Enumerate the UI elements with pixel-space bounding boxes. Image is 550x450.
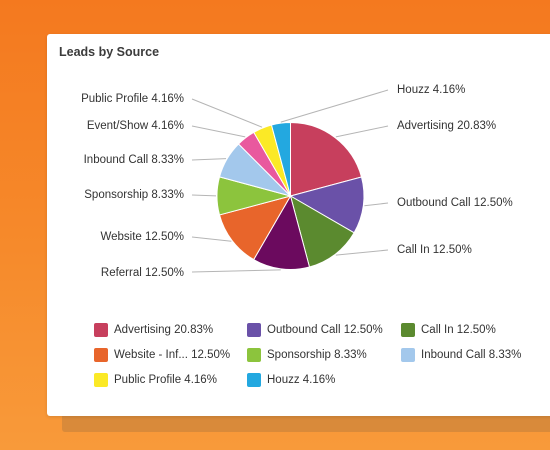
leader-line-outbound-call bbox=[364, 202, 389, 207]
leader-line-houzz bbox=[280, 89, 389, 123]
legend-item-inbound-call[interactable]: Inbound Call 8.33% bbox=[401, 346, 521, 364]
pie-slice-advertising[interactable] bbox=[290, 121, 363, 197]
legend-label: Advertising 20.83% bbox=[114, 324, 214, 336]
leader-line-event-show bbox=[191, 125, 246, 138]
leader-line-referral bbox=[191, 269, 281, 273]
legend-label: Houzz 4.16% bbox=[267, 374, 336, 386]
legend-item-call-in[interactable]: Call In 12.50% bbox=[401, 321, 496, 339]
legend-item-website[interactable]: Website - Inf... 12.50% bbox=[94, 346, 230, 364]
legend-swatch bbox=[401, 323, 415, 337]
legend-label: Public Profile 4.16% bbox=[114, 374, 217, 386]
data-label-outbound-call: Outbound Call 12.50% bbox=[397, 197, 513, 209]
legend-swatch bbox=[247, 373, 261, 387]
legend-swatch bbox=[94, 323, 108, 337]
data-label-houzz: Houzz 4.16% bbox=[397, 84, 465, 96]
leader-line-sponsorship bbox=[191, 194, 217, 197]
legend-item-public-profile[interactable]: Public Profile 4.16% bbox=[94, 371, 217, 389]
legend-label: Outbound Call 12.50% bbox=[267, 324, 383, 336]
data-label-event-show: Event/Show 4.16% bbox=[87, 120, 184, 132]
legend-label: Sponsorship 8.33% bbox=[267, 349, 367, 361]
data-label-advertising: Advertising 20.83% bbox=[397, 120, 496, 132]
legend-swatch bbox=[247, 348, 261, 362]
pie-slice-referral[interactable] bbox=[253, 194, 311, 271]
leader-line-inbound-call bbox=[191, 158, 227, 161]
leader-line-call-in bbox=[335, 249, 389, 256]
legend-label: Call In 12.50% bbox=[421, 324, 496, 336]
chart-legend: Advertising 20.83% Outbound Call 12.50% Ca… bbox=[94, 321, 550, 401]
pie-slice-houzz[interactable] bbox=[270, 121, 291, 197]
legend-swatch bbox=[94, 348, 108, 362]
leader-line-advertising bbox=[335, 125, 389, 138]
chart-title: Leads by Source bbox=[59, 45, 160, 59]
legend-item-advertising[interactable]: Advertising 20.83% bbox=[94, 321, 213, 339]
legend-item-houzz[interactable]: Houzz 4.16% bbox=[247, 371, 335, 389]
legend-item-outbound-call[interactable]: Outbound Call 12.50% bbox=[247, 321, 383, 339]
pie-slice-call-in[interactable] bbox=[289, 194, 355, 268]
data-label-call-in: Call In 12.50% bbox=[397, 244, 472, 256]
data-label-referral: Referral 12.50% bbox=[101, 267, 184, 279]
pie-slice-outbound-call[interactable] bbox=[289, 176, 365, 234]
legend-swatch bbox=[94, 373, 108, 387]
legend-label: Inbound Call 8.33% bbox=[421, 349, 522, 361]
data-label-public-profile: Public Profile 4.16% bbox=[81, 93, 184, 105]
legend-label: Website - Inf... 12.50% bbox=[114, 349, 231, 361]
pie-slice-website[interactable] bbox=[218, 195, 292, 261]
leader-line-website bbox=[191, 236, 232, 242]
leader-line-public-profile bbox=[191, 98, 263, 128]
data-label-website: Website 12.50% bbox=[100, 231, 184, 243]
legend-swatch bbox=[247, 323, 261, 337]
legend-item-sponsorship[interactable]: Sponsorship 8.33% bbox=[247, 346, 367, 364]
data-label-sponsorship: Sponsorship 8.33% bbox=[84, 189, 184, 201]
data-label-inbound-call: Inbound Call 8.33% bbox=[84, 154, 184, 166]
legend-swatch bbox=[401, 348, 415, 362]
